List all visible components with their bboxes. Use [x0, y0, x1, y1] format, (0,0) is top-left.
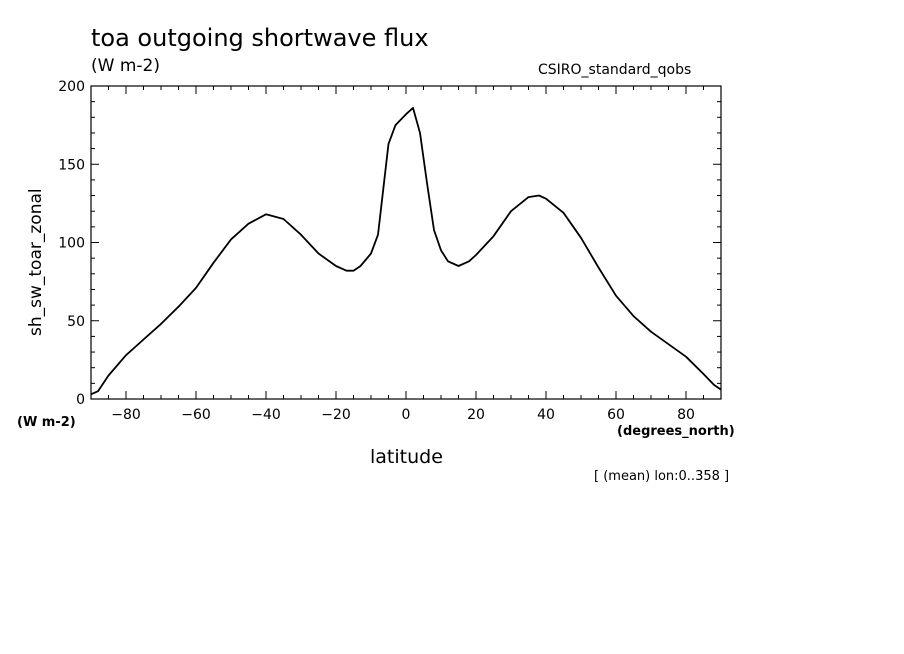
tick-marks: [90, 85, 722, 400]
x-tick-label: −40: [251, 407, 281, 423]
x-tick-label: 20: [467, 407, 485, 423]
x-tick-label: −80: [111, 407, 141, 423]
x-tick-label: 60: [607, 407, 625, 423]
plot-frame: [90, 85, 722, 400]
x-tick-label: −20: [321, 407, 351, 423]
source-label: CSIRO_standard_qobs: [538, 62, 692, 78]
averaging-note: [ (mean) lon:0..358 ]: [594, 469, 730, 484]
x-tick-label: 80: [677, 407, 695, 423]
x-tick-label: 40: [537, 407, 555, 423]
series-line: [90, 107, 722, 396]
y-tick-label: 150: [58, 157, 85, 173]
y-tick-label: 200: [58, 79, 85, 95]
chart-title: toa outgoing shortwave flux: [91, 24, 429, 52]
tick-labels: −80 −60 −40 −20 0 20 40 60 80 0 50 100 150 200: [58, 79, 695, 423]
y-tick-label: 50: [67, 314, 85, 330]
x-tick-label: 0: [402, 407, 411, 423]
y-axis-units: (W m-2): [17, 415, 76, 430]
y-tick-label: 0: [76, 392, 85, 408]
chart-units-label: (W m-2): [91, 56, 160, 76]
y-tick-label: 100: [58, 236, 85, 252]
x-axis-label: latitude: [370, 446, 443, 468]
x-tick-label: −60: [181, 407, 211, 423]
x-axis-units: (degrees_north): [617, 424, 735, 439]
